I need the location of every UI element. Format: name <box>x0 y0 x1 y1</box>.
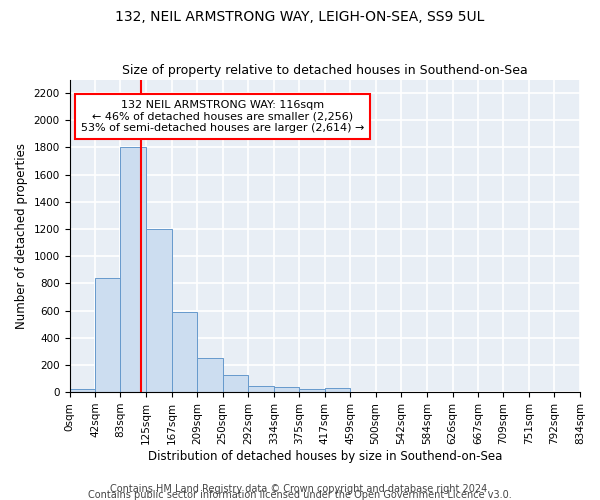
Text: Contains public sector information licensed under the Open Government Licence v3: Contains public sector information licen… <box>88 490 512 500</box>
Text: Contains HM Land Registry data © Crown copyright and database right 2024.: Contains HM Land Registry data © Crown c… <box>110 484 490 494</box>
Y-axis label: Number of detached properties: Number of detached properties <box>15 143 28 329</box>
Title: Size of property relative to detached houses in Southend-on-Sea: Size of property relative to detached ho… <box>122 64 527 77</box>
Text: 132 NEIL ARMSTRONG WAY: 116sqm
← 46% of detached houses are smaller (2,256)
53% : 132 NEIL ARMSTRONG WAY: 116sqm ← 46% of … <box>81 100 364 133</box>
Bar <box>121 148 146 392</box>
Bar <box>325 388 350 392</box>
Bar <box>248 386 274 392</box>
Bar <box>172 312 197 392</box>
X-axis label: Distribution of detached houses by size in Southend-on-Sea: Distribution of detached houses by size … <box>148 450 502 462</box>
Bar <box>197 358 223 392</box>
Text: 132, NEIL ARMSTRONG WAY, LEIGH-ON-SEA, SS9 5UL: 132, NEIL ARMSTRONG WAY, LEIGH-ON-SEA, S… <box>115 10 485 24</box>
Bar <box>95 278 121 392</box>
Bar <box>146 229 172 392</box>
Bar <box>223 375 248 392</box>
Bar <box>70 388 95 392</box>
Bar <box>274 386 299 392</box>
Bar <box>299 388 325 392</box>
